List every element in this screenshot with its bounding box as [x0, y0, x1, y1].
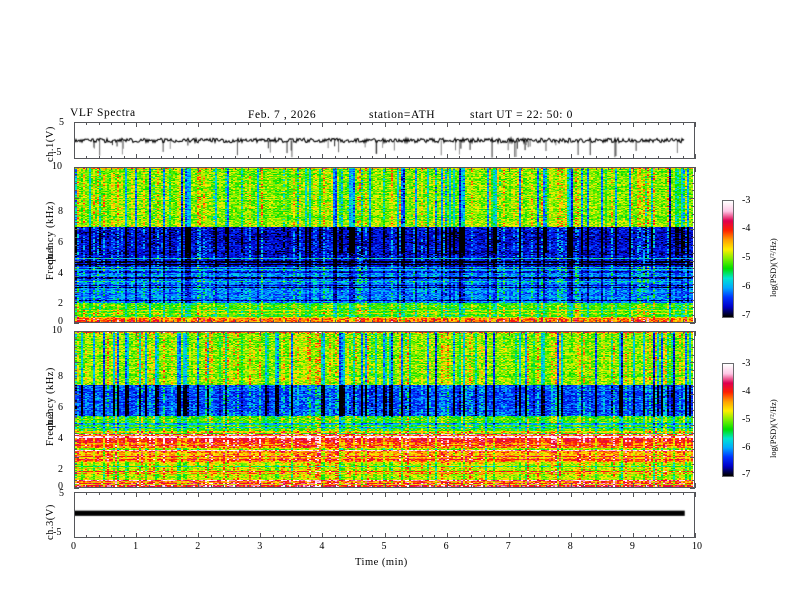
- x-tick-label: 3: [257, 541, 263, 552]
- x-tick-label: 2: [195, 541, 201, 552]
- colorbar-ch2: [722, 363, 734, 477]
- x-tick-label: 4: [319, 541, 325, 552]
- colorbar-ch1: [722, 200, 734, 318]
- ch2-freq-tick-0: 0: [58, 481, 63, 492]
- cbar2-tick-3: -3: [742, 358, 751, 369]
- ch2-spec-channel-label: ch.2: [45, 411, 56, 431]
- cbar2-tick-5: -5: [742, 414, 751, 425]
- ch3-ytick-neg: -5: [53, 527, 62, 538]
- ch1-ytick-pos: 5: [59, 117, 64, 128]
- ch2-freq-tick-10: 10: [52, 325, 62, 336]
- x-tick-label: 0: [71, 541, 76, 552]
- page-title: VLF Spectra: [70, 107, 136, 119]
- x-tick-label: 10: [692, 541, 702, 552]
- x-tick-label: 9: [629, 541, 635, 552]
- start-ut-label: start UT = 22: 50: 0: [470, 109, 573, 121]
- ch3-waveform-plot: [75, 493, 694, 537]
- cbar2-tick-6: -6: [742, 442, 751, 453]
- ch2-freq-tick-2: 2: [58, 464, 63, 475]
- ch1-spectrogram: [75, 168, 693, 322]
- ch2-freq-tick-8: 8: [58, 371, 63, 382]
- ch1-freq-tick-6: 6: [58, 237, 63, 248]
- observation-date: Feb. 7 , 2026: [248, 109, 317, 121]
- ch1-freq-tick-8: 8: [58, 206, 63, 217]
- ch3-ytick-pos: 5: [59, 488, 64, 499]
- ch1-freq-tick-2: 2: [58, 298, 63, 309]
- ch1-waveform-plot: [75, 123, 694, 158]
- ch1-freq-axis-label: Frequency (kHz): [45, 201, 56, 280]
- ch1-freq-tick-0: 0: [58, 316, 63, 327]
- ch2-freq-axis-label: Frequency (kHz): [45, 367, 56, 446]
- x-axis-label: Time (min): [355, 557, 408, 568]
- cbar1-tick-7: -7: [742, 310, 751, 321]
- cbar1-tick-6: -6: [742, 281, 751, 292]
- cbar1-tick-5: -5: [742, 252, 751, 263]
- ch3-voltage-axis-label: ch.3(V): [45, 504, 56, 540]
- ch1-freq-tick-4: 4: [58, 268, 63, 279]
- ch1-ytick-neg: -5: [53, 147, 62, 158]
- ch2-spectrogram: [75, 332, 693, 487]
- x-tick-label: 6: [443, 541, 449, 552]
- cbar2-tick-4: -4: [742, 386, 751, 397]
- cbar2-axis-label: log(PSD)(V²/Hz): [768, 399, 778, 458]
- x-tick-label: 8: [567, 541, 573, 552]
- x-tick-label: 5: [381, 541, 387, 552]
- station-label: station=ATH: [369, 109, 436, 121]
- cbar2-tick-7: -7: [742, 469, 751, 480]
- ch1-voltage-axis-label: ch.1(V): [45, 126, 56, 162]
- cbar1-tick-3: -3: [742, 195, 751, 206]
- ch1-spec-channel-label: ch.1: [45, 245, 56, 265]
- cbar1-tick-4: -4: [742, 223, 751, 234]
- x-tick-label: 7: [505, 541, 511, 552]
- x-tick-label: 1: [133, 541, 139, 552]
- cbar1-axis-label: log(PSD)(V²/Hz): [768, 238, 778, 297]
- ch1-freq-tick-10: 10: [52, 161, 62, 172]
- ch2-freq-tick-6: 6: [58, 402, 63, 413]
- ch2-freq-tick-4: 4: [58, 433, 63, 444]
